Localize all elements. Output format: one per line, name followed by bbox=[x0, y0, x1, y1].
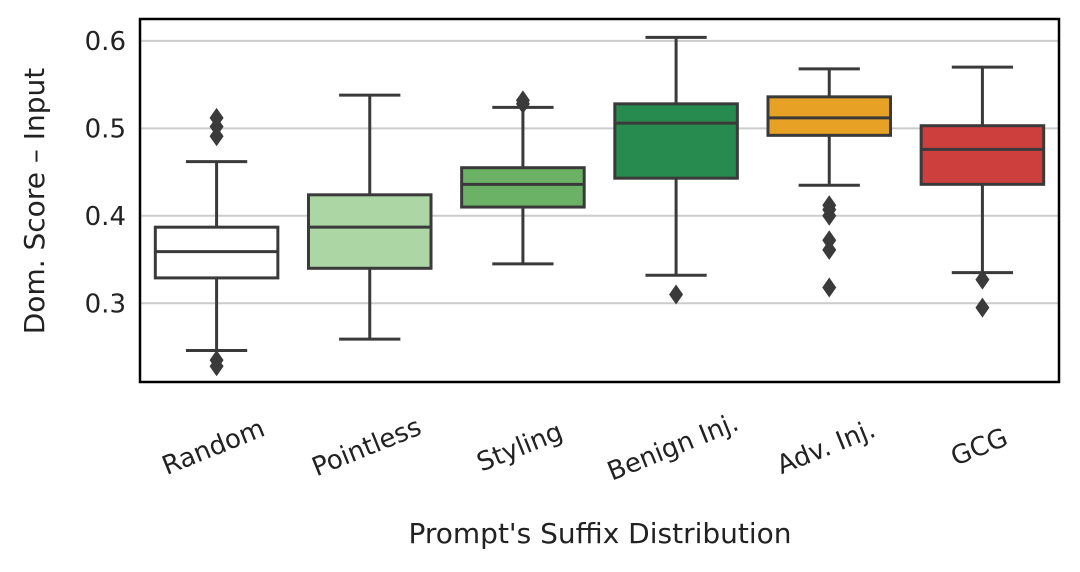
iqr-box bbox=[460, 166, 586, 209]
iqr-box bbox=[613, 102, 739, 180]
x-tick-label: Random bbox=[158, 414, 269, 482]
grid-layer bbox=[140, 39, 1059, 305]
x-tick-label: Pointless bbox=[308, 412, 426, 483]
y-tick-label: 0.6 bbox=[85, 27, 126, 57]
box-group-random bbox=[153, 107, 280, 377]
plot-frame bbox=[138, 17, 1061, 384]
x-tick-labels: Random Pointless Styling Benign Inj. Adv. In… bbox=[158, 408, 1012, 488]
outlier-point bbox=[975, 297, 990, 318]
x-tick-label: Adv. Inj. bbox=[773, 414, 880, 481]
x-axis-label: Prompt's Suffix Distribution bbox=[408, 517, 791, 550]
y-tick-label: 0.4 bbox=[85, 202, 126, 232]
outlier-point bbox=[209, 107, 224, 128]
outlier-point bbox=[975, 269, 990, 290]
x-tick-label: Styling bbox=[473, 417, 567, 478]
outlier-point bbox=[209, 350, 224, 371]
outlier-point bbox=[515, 90, 530, 111]
box-layer bbox=[153, 35, 1046, 377]
iqr-box bbox=[766, 95, 893, 137]
box-group-pointless bbox=[306, 93, 433, 341]
outlier-point bbox=[822, 195, 837, 216]
iqr-box bbox=[306, 193, 433, 270]
y-tick-label: 0.3 bbox=[85, 289, 126, 319]
y-axis-label: Dom. Score – Input bbox=[18, 68, 51, 335]
y-tick-label: 0.5 bbox=[85, 114, 126, 144]
box-group-adv-inj bbox=[766, 67, 893, 298]
x-tick-label: GCG bbox=[947, 423, 1012, 473]
y-tick-labels: 0.3 0.4 0.5 0.6 bbox=[85, 27, 126, 319]
x-tick-label: Benign Inj. bbox=[603, 408, 743, 488]
box-group-gcg bbox=[919, 65, 1046, 318]
outlier-point bbox=[822, 230, 837, 251]
iqr-box bbox=[919, 124, 1046, 186]
outlier-point bbox=[822, 277, 837, 298]
box-group-benign-inj bbox=[613, 35, 739, 305]
outlier-point bbox=[669, 284, 684, 305]
box-group-styling bbox=[460, 90, 586, 266]
